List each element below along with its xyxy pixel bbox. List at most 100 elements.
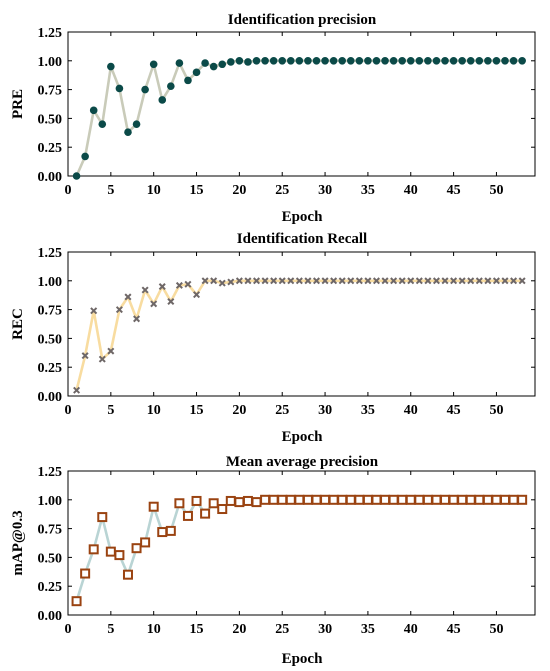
data-point	[141, 85, 149, 94]
chart-panel-precision: Identification precision 0.00 0.25 0.50 0.7…	[10, 12, 536, 225]
data-point	[371, 494, 382, 505]
data-point	[115, 306, 123, 314]
data-point	[201, 277, 209, 285]
x-tick-label: 45	[447, 622, 461, 637]
x-tick-label: 20	[232, 622, 246, 637]
data-point	[345, 494, 356, 505]
data-point	[492, 277, 500, 285]
x-tick-label: 35	[361, 183, 375, 198]
data-point	[364, 277, 372, 285]
data-point	[390, 277, 398, 285]
data-point	[269, 57, 278, 65]
data-point	[398, 57, 406, 65]
data-point	[227, 58, 235, 66]
data-point	[114, 550, 125, 561]
data-point	[458, 57, 466, 65]
data-point	[98, 355, 106, 363]
data-point	[218, 60, 227, 69]
data-point-stroke	[107, 347, 115, 355]
data-point	[414, 494, 425, 505]
y-axis-label: PRE	[10, 89, 26, 119]
data-point	[270, 277, 278, 285]
data-point-stroke	[432, 277, 440, 285]
data-point	[355, 57, 364, 65]
data-point-stroke	[235, 277, 243, 285]
data-point	[509, 57, 518, 65]
data-point	[510, 277, 518, 285]
data-point	[467, 277, 475, 285]
data-point	[484, 57, 492, 65]
data-point-stroke	[415, 277, 423, 285]
data-point	[182, 510, 193, 521]
x-tick-label: 50	[489, 183, 503, 198]
data-point	[355, 277, 363, 285]
data-point-stroke	[467, 277, 475, 285]
x-tick-label: 35	[361, 403, 375, 418]
data-point-stroke	[295, 277, 303, 285]
data-point-stroke	[193, 291, 201, 299]
data-point	[201, 59, 209, 67]
series-line	[75, 279, 523, 391]
x-tick-label: 30	[318, 403, 332, 418]
data-point	[175, 281, 183, 289]
data-point	[407, 277, 415, 285]
data-point-stroke	[287, 277, 295, 285]
data-point-stroke	[124, 293, 132, 301]
data-point-stroke	[398, 277, 406, 285]
data-point-stroke	[407, 277, 415, 285]
data-point	[218, 279, 226, 287]
data-point	[209, 62, 218, 71]
y-axis: 0.00 0.25 0.50 0.75 1.00 1.25	[38, 26, 535, 185]
data-point	[482, 494, 493, 505]
data-point	[97, 512, 108, 523]
data-point	[107, 347, 115, 355]
y-tick-label: 0.50	[38, 551, 63, 566]
data-point-stroke	[175, 281, 183, 289]
y-tick-label: 0.75	[38, 84, 63, 99]
data-point	[424, 57, 432, 65]
data-point	[140, 537, 151, 548]
y-tick-label: 0.75	[38, 523, 63, 538]
x-tick-label: 20	[232, 183, 246, 198]
data-point	[71, 596, 82, 607]
data-point	[406, 57, 415, 65]
series-recall	[73, 277, 526, 394]
series-map	[71, 494, 528, 607]
data-point	[294, 494, 305, 505]
data-point-stroke	[90, 307, 98, 315]
data-point	[251, 497, 262, 508]
data-point	[208, 498, 219, 509]
x-axis-label: Epoch	[282, 651, 324, 667]
data-point	[193, 291, 201, 299]
data-point	[81, 352, 89, 360]
data-point	[338, 277, 346, 285]
data-point	[167, 82, 175, 90]
x-tick-label: 45	[447, 403, 461, 418]
data-point-stroke	[115, 306, 123, 314]
data-point-stroke	[381, 277, 389, 285]
data-point-stroke	[158, 283, 166, 291]
y-tick-label: 0.50	[38, 112, 63, 127]
data-point	[122, 569, 133, 580]
data-point	[441, 57, 449, 65]
data-point	[80, 568, 91, 579]
plot-frame	[67, 470, 536, 616]
data-point-stroke	[81, 352, 89, 360]
data-point	[372, 277, 380, 285]
data-point-stroke	[150, 300, 158, 308]
data-point	[320, 494, 331, 505]
data-point-stroke	[458, 277, 466, 285]
data-point	[244, 58, 252, 66]
data-point-stroke	[278, 277, 286, 285]
data-point	[380, 494, 391, 505]
data-point-stroke	[364, 277, 372, 285]
data-point-stroke	[210, 277, 218, 285]
data-point-stroke	[321, 277, 329, 285]
data-point-stroke	[390, 277, 398, 285]
data-point	[295, 277, 303, 285]
data-point	[167, 298, 175, 306]
data-point	[234, 497, 245, 508]
y-tick-label: 1.00	[38, 55, 63, 70]
y-tick-label: 1.00	[38, 494, 63, 509]
data-point	[330, 277, 338, 285]
